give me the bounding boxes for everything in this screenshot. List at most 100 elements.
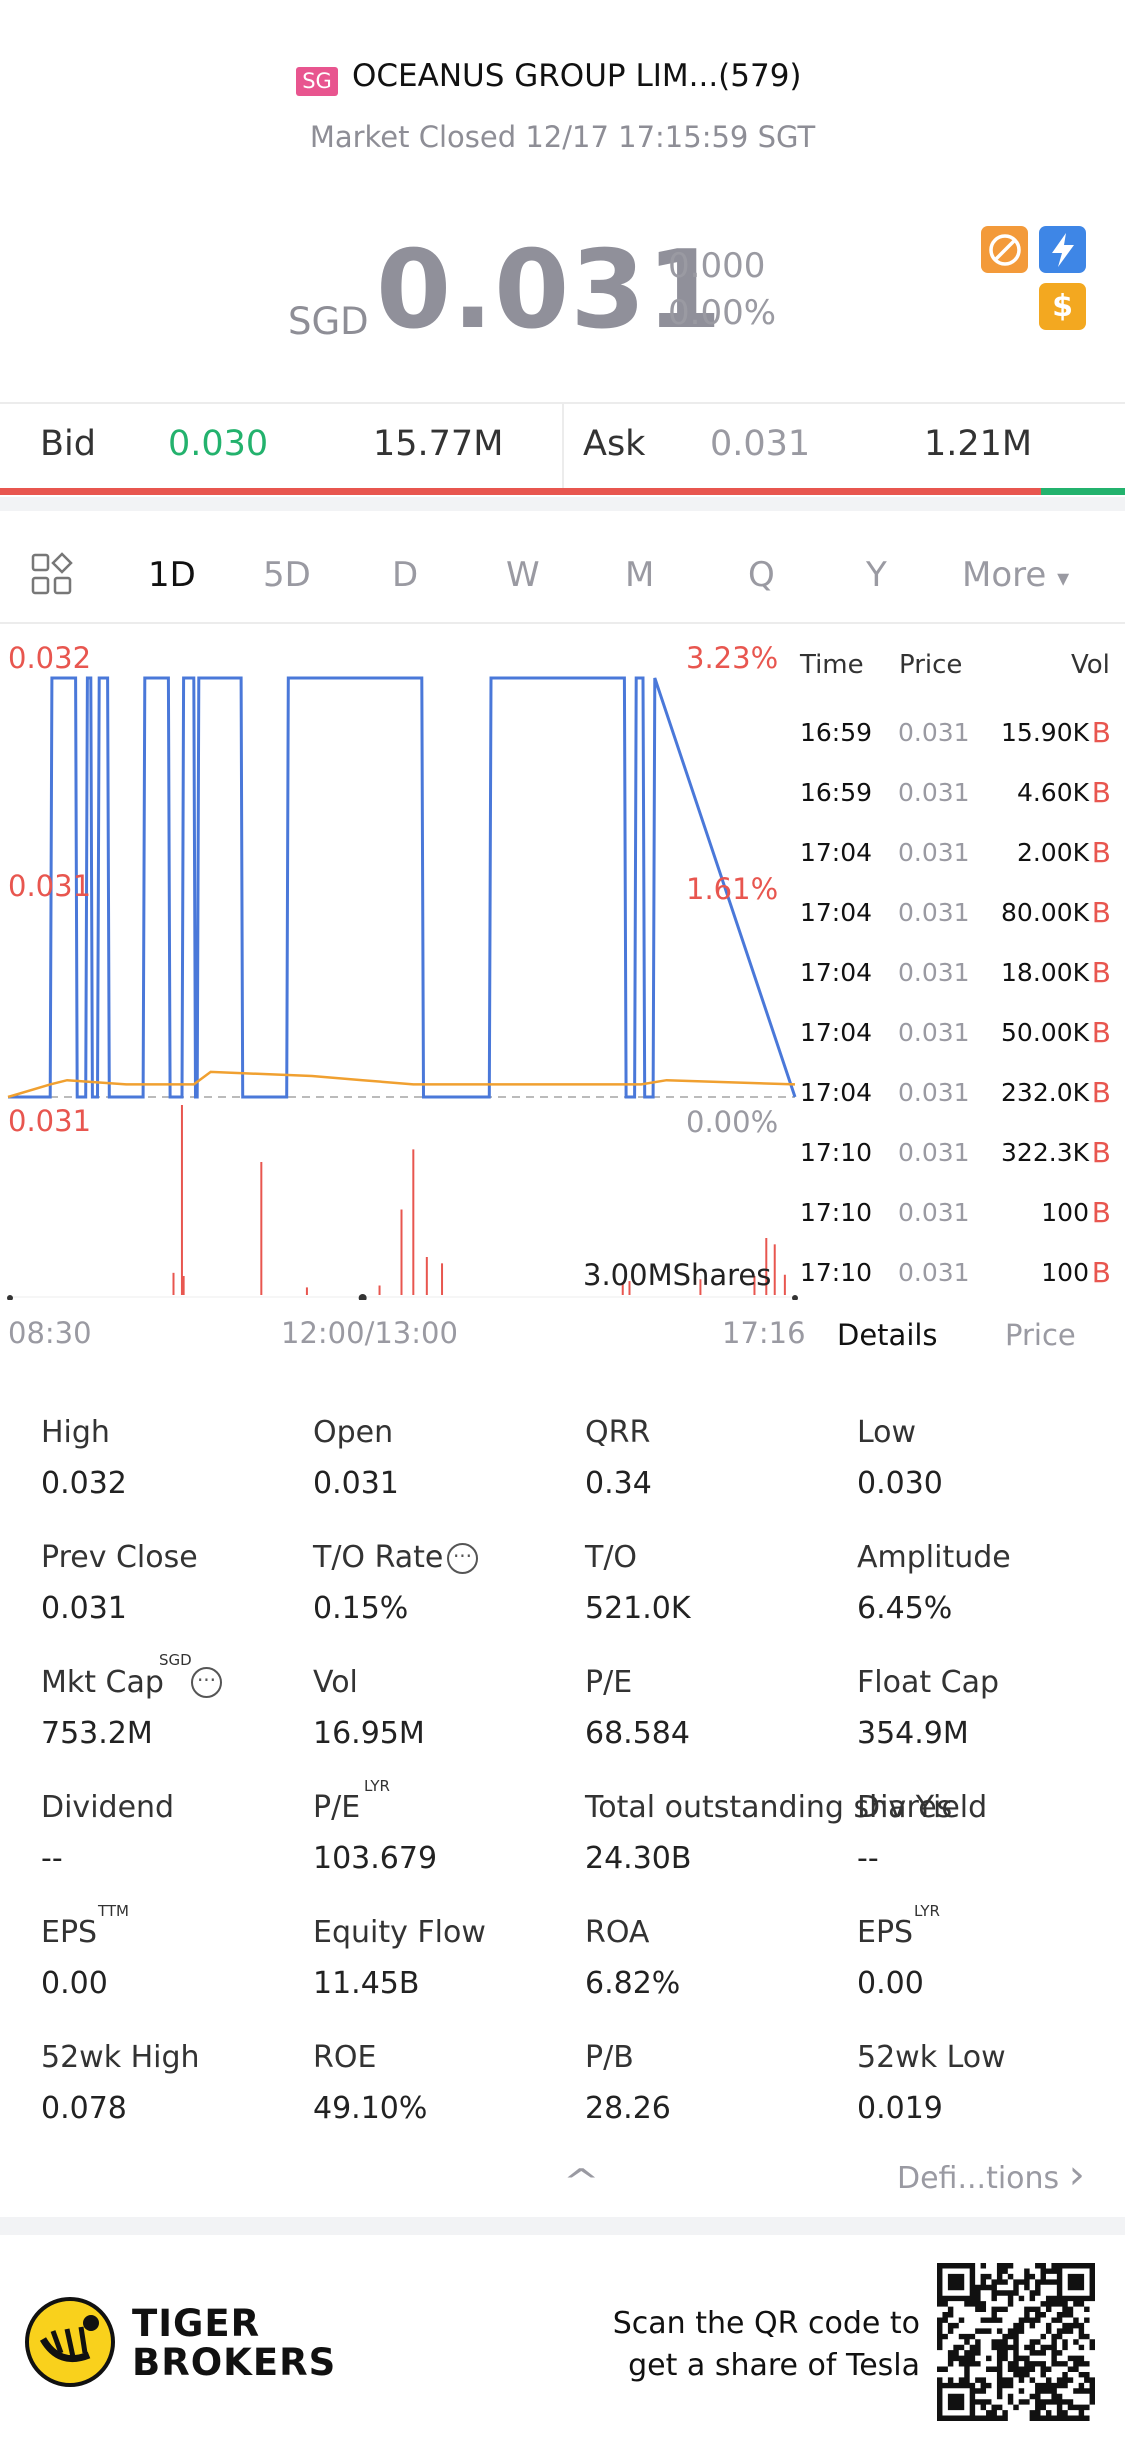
stat-value: 6.45% [857,1591,953,1626]
stat-label: Total outstanding shares [585,1790,953,1825]
stat-value: 6.82% [585,1966,681,2001]
trade-price: 0.031 [898,958,970,987]
y-axis-mid-label: 0.031 [8,869,92,903]
trade-side-badge: B [1091,1256,1111,1289]
trade-volume: 232.0K [1001,1078,1089,1107]
tab-y[interactable]: Y [866,555,887,595]
no-short-glyph [988,233,1021,266]
dollar-icon[interactable]: $ [1039,283,1086,330]
ask-price: 0.031 [710,424,811,464]
stat-value: 103.679 [313,1841,438,1876]
bid-ask-divider [562,404,564,488]
bid-volume-bar [0,488,1041,495]
turnover-rate-info-icon[interactable]: ··· [447,1543,478,1574]
pe-lyr-sup: LYR [364,1777,390,1795]
qr-modules [937,2263,1095,2421]
stat-label: T/O Rate [313,1540,444,1575]
trade-volume: 15.90K [1001,718,1089,747]
bid-label: Bid [40,424,96,464]
stat-label: Dividend [41,1790,175,1825]
tab-q[interactable]: Q [748,555,775,595]
stat-label: QRR [585,1415,651,1450]
trade-volume: 4.60K [1016,778,1089,807]
trade-price: 0.031 [898,1138,970,1167]
layout-grid-icon[interactable] [30,552,74,600]
trade-time: 17:04 [800,1078,873,1107]
tab-d[interactable]: D [392,555,419,595]
trade-time: 17:04 [800,838,873,867]
session-end-marker [792,1295,798,1300]
qr-caption-line-1: Scan the QR code to [612,2306,920,2341]
stat-value: 24.30B [585,1841,692,1876]
tab-5d[interactable]: 5D [263,555,311,595]
trade-time: 17:04 [800,958,873,987]
trade-row: 17:04 0.031 80.00K B [790,896,1125,958]
price-change-pct: 0.00% [668,293,777,333]
session-start-marker [7,1295,13,1300]
trade-price: 0.031 [898,1258,970,1287]
trade-row: 17:10 0.031 322.3K B [790,1136,1125,1198]
stat-label: Open [313,1415,394,1450]
tab-w[interactable]: W [506,555,540,595]
pct-axis-mid-label: 1.61% [686,872,779,906]
stat-value: 28.26 [585,2091,671,2126]
trade-price: 0.031 [898,1018,970,1047]
trade-row: 17:10 0.031 100 B [790,1196,1125,1258]
dollar-glyph: $ [1052,289,1073,324]
trade-side-badge: B [1091,896,1111,929]
stat-value: 0.078 [41,2091,127,2126]
stat-value: 0.030 [857,1466,943,1501]
more-label: More [962,555,1047,595]
trade-row: 17:04 0.031 232.0K B [790,1076,1125,1138]
grid-glyph [31,552,73,595]
trades-header-price: Price [899,650,963,680]
no-short-icon[interactable] [981,226,1028,273]
tab-details[interactable]: Details [837,1318,938,1352]
tab-more[interactable]: More ▾ [962,555,1069,595]
tiger-logo-icon [25,2297,115,2387]
stat-label: ROA [585,1915,650,1950]
trade-side-badge: B [1091,1016,1111,1049]
ask-size: 1.21M [924,424,1033,464]
trade-side-badge: B [1091,1196,1111,1229]
stat-value: 0.15% [313,1591,409,1626]
qr-code[interactable] [937,2263,1095,2421]
trade-volume: 18.00K [1001,958,1089,987]
stock-title: OCEANUS GROUP LIM...(579) [352,58,802,94]
stat-value: 0.031 [41,1591,127,1626]
stat-label: EPS [41,1915,98,1950]
y-axis-top-label: 0.032 [8,641,92,675]
stat-value: 753.2M [41,1716,153,1751]
tab-m[interactable]: M [625,555,655,595]
trade-volume: 100 [1041,1198,1089,1227]
price-change: 0.000 [668,246,766,286]
stat-value: 521.0K [585,1591,691,1626]
stat-value: 0.031 [313,1466,399,1501]
stat-value: 0.019 [857,2091,943,2126]
collapse-chevron-icon[interactable]: ^ [562,2162,600,2202]
definitions-link[interactable]: Defi...tions › [897,2155,1085,2196]
lunch-break-marker [358,1294,367,1300]
stat-label: Equity Flow [313,1915,486,1950]
flash-icon[interactable] [1039,226,1086,273]
divider [0,622,1125,624]
mkt-cap-info-icon[interactable]: ··· [191,1667,222,1698]
tab-price[interactable]: Price [1005,1318,1076,1352]
trade-row: 17:04 0.031 50.00K B [790,1016,1125,1078]
chevron-down-icon: ▾ [1057,564,1070,592]
trade-time: 16:59 [800,718,873,747]
section-gap [0,2217,1125,2235]
bid-size: 15.77M [373,424,504,464]
tab-1d[interactable]: 1D [148,555,196,595]
trade-time: 17:10 [800,1258,873,1287]
currency-label: SGD [288,300,369,343]
eps-lyr-sup: LYR [914,1902,940,1920]
trade-volume: 80.00K [1001,898,1089,927]
trade-row: 16:59 0.031 4.60K B [790,776,1125,838]
stat-label: P/B [585,2040,634,2075]
intraday-chart[interactable] [0,640,800,1300]
stat-label: EPS [857,1915,914,1950]
stat-value: -- [41,1841,63,1876]
trade-price: 0.031 [898,778,970,807]
stat-label: Prev Close [41,1540,198,1575]
